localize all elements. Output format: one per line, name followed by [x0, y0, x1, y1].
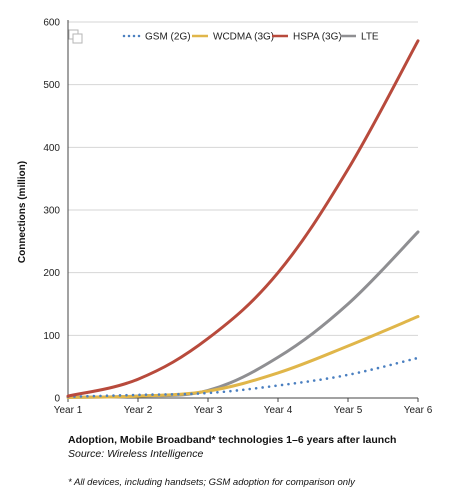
legend-label: LTE — [361, 32, 379, 43]
x-tick-label: Year 4 — [264, 405, 293, 416]
caption-source: Source: Wireless Intelligence — [68, 448, 204, 460]
legend: GSM (2G) WCDMA (3G) HSPA (3G) LTE — [122, 32, 379, 43]
series-line-wcdma-3g — [66, 315, 420, 399]
y-tick-label: 500 — [43, 80, 60, 91]
y-tick-label: 400 — [43, 143, 60, 154]
source-logo-icon — [68, 29, 83, 44]
x-tick-labels: Year 1 Year 2 Year 3 Year 4 Year 5 Year 6 — [54, 405, 433, 416]
gridlines — [68, 21, 418, 336]
series-line-gsm-2g — [66, 356, 420, 399]
x-tick-label: Year 5 — [334, 405, 363, 416]
y-tick-label: 100 — [43, 331, 60, 342]
x-tick-label: Year 2 — [124, 405, 153, 416]
legend-label: HSPA (3G) — [293, 32, 342, 43]
y-tick-labels: 0 100 200 300 400 500 600 — [43, 18, 60, 405]
caption-footnote: * All devices, including handsets; GSM a… — [68, 477, 355, 488]
caption-title: Adoption, Mobile Broadband* technologies… — [68, 434, 397, 446]
y-axis-label: Connections (million) — [17, 161, 28, 263]
legend-label: GSM (2G) — [145, 32, 191, 43]
chart-caption: Adoption, Mobile Broadband* technologies… — [68, 434, 463, 461]
legend-label: WCDMA (3G) — [213, 32, 274, 43]
y-tick-label: 0 — [54, 394, 60, 405]
x-tick-label: Year 6 — [404, 405, 433, 416]
series-lines — [66, 39, 420, 399]
y-tick-label: 300 — [43, 206, 60, 217]
series-line-hspa-3g — [66, 39, 420, 398]
x-tick-label: Year 1 — [54, 405, 83, 416]
y-tick-label: 200 — [43, 268, 60, 279]
series-line-lte — [66, 230, 420, 399]
x-tick-label: Year 3 — [194, 405, 223, 416]
axes — [67, 20, 419, 402]
y-tick-label: 600 — [43, 18, 60, 29]
